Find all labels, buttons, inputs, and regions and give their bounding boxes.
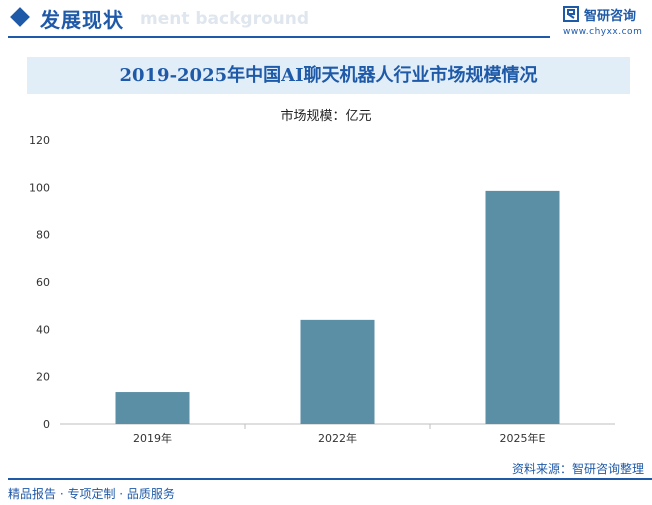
y-tick-label: 100 [29, 181, 50, 194]
x-category-label: 2019年 [133, 431, 172, 445]
brand-name: 智研咨询 [584, 9, 637, 24]
footer-divider [8, 478, 652, 480]
chart-title: 2019-2025年中国AI聊天机器人行业市场规模情况 [119, 65, 538, 86]
bar-0 [115, 392, 190, 424]
page-header: 发展现状 ment background 智研咨询 www.chyxx.com [0, 0, 652, 42]
bar-2 [485, 190, 560, 424]
y-tick-label: 20 [36, 371, 50, 384]
brand-logo-icon [563, 6, 579, 22]
section-title: 发展现状 [40, 8, 124, 32]
y-tick-label: 0 [43, 418, 50, 431]
slogan: 精品报告 · 专项定制 · 品质服务 [8, 487, 175, 501]
y-tick-label: 80 [36, 229, 50, 242]
brand-url: www.chyxx.com [563, 27, 643, 37]
unit-label: 市场规模：亿元 [280, 109, 372, 124]
source-note: 资料来源：智研咨询整理 [511, 462, 644, 476]
bar-1 [300, 319, 375, 424]
chart-title-band: 2019-2025年中国AI聊天机器人行业市场规模情况 [27, 57, 630, 94]
x-category-label: 2022年 [318, 431, 357, 445]
y-tick-label: 60 [36, 276, 50, 289]
y-tick-label: 120 [29, 134, 50, 147]
header-watermark: ment background [140, 9, 310, 29]
y-tick-label: 40 [36, 323, 50, 336]
x-category-label: 2025年E [500, 431, 546, 445]
header-divider [8, 36, 550, 38]
